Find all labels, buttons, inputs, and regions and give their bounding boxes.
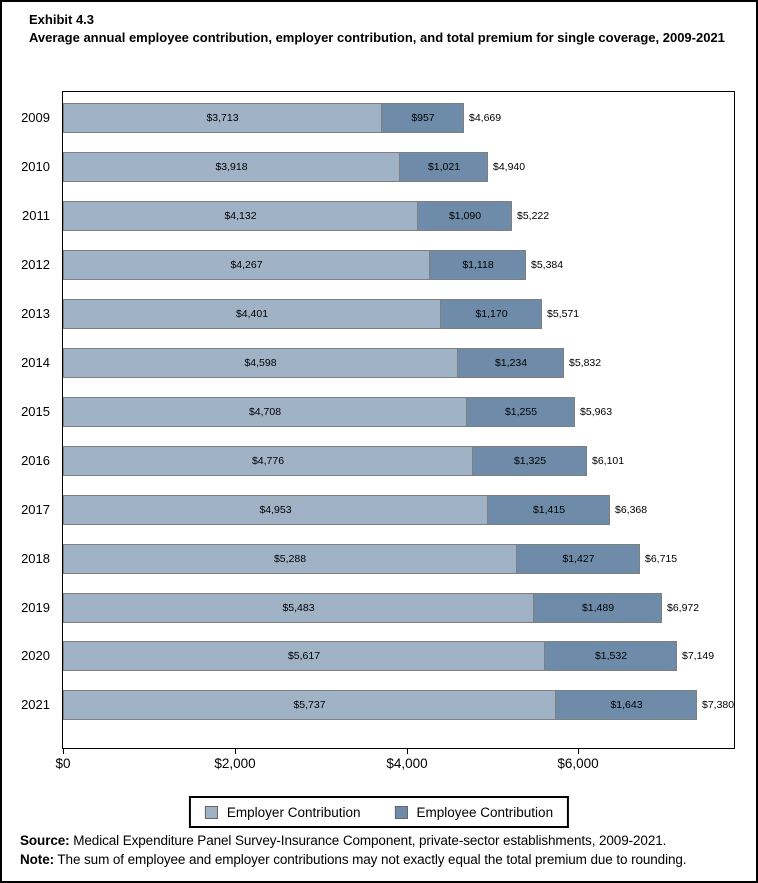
bar-segment-employee <box>488 495 610 525</box>
x-axis-tick-label: $0 <box>55 756 71 771</box>
x-axis-tick-label: $6,000 <box>557 756 599 771</box>
year-label: 2010 <box>21 159 50 174</box>
bar-segment-employee <box>467 397 575 427</box>
bar-segment-employee <box>545 641 677 671</box>
bar-segment-employee <box>534 593 662 623</box>
x-axis-tick <box>578 748 579 754</box>
year-label: 2016 <box>21 453 50 468</box>
total-premium-label: $5,222 <box>517 210 550 222</box>
chart-title: Average annual employee contribution, em… <box>29 30 725 45</box>
total-premium-label: $4,669 <box>469 112 502 124</box>
bar-segment-employer <box>63 250 430 280</box>
x-axis-tick <box>407 748 408 754</box>
bar-segment-employer <box>63 348 458 378</box>
total-premium-label: $5,832 <box>569 357 602 369</box>
legend-swatch <box>394 805 408 819</box>
total-premium-label: $5,571 <box>547 308 580 320</box>
bar-segment-employee <box>441 299 542 329</box>
bar-segment-employer <box>63 103 382 133</box>
year-label: 2019 <box>21 600 50 615</box>
x-axis-tick <box>63 748 64 754</box>
year-label: 2009 <box>21 110 50 125</box>
total-premium-label: $7,380 <box>702 699 735 711</box>
bar-segment-employee <box>382 103 464 133</box>
bar-segment-employee <box>517 544 640 574</box>
legend-item: Employer Contribution <box>204 804 361 820</box>
bar-segment-employer <box>63 690 556 720</box>
bar-segment-employee <box>473 446 587 476</box>
year-label: 2013 <box>21 306 50 321</box>
year-label: 2018 <box>21 551 50 566</box>
note-text: The sum of employee and employer contrib… <box>54 851 687 867</box>
year-label: 2020 <box>21 648 50 663</box>
plot-area <box>62 91 735 749</box>
total-premium-label: $7,149 <box>682 650 715 662</box>
total-premium-label: $5,384 <box>531 259 564 271</box>
x-axis-tick <box>235 748 236 754</box>
bar-segment-employer <box>63 152 400 182</box>
year-label: 2014 <box>21 355 50 370</box>
bar-segment-employer <box>63 201 418 231</box>
total-premium-label: $4,940 <box>493 161 526 173</box>
legend-label: Employee Contribution <box>416 804 554 820</box>
x-axis-tick-label: $2,000 <box>214 756 256 771</box>
source-text: Medical Expenditure Panel Survey-Insuran… <box>69 833 667 848</box>
bar-segment-employer <box>63 641 545 671</box>
bar-segment-employer <box>63 593 534 623</box>
bar-segment-employee <box>458 348 564 378</box>
year-label: 2015 <box>21 404 50 419</box>
note-label: Note: <box>20 851 54 867</box>
bar-segment-employee <box>430 250 526 280</box>
footnote-block: Source: Medical Expenditure Panel Survey… <box>20 832 740 869</box>
year-label: 2012 <box>21 257 50 272</box>
bar-segment-employee <box>418 201 512 231</box>
legend-swatch <box>204 805 218 819</box>
bar-segment-employer <box>63 397 467 427</box>
note-line: Note: The sum of employee and employer c… <box>20 851 740 870</box>
bar-segment-employer <box>63 544 517 574</box>
year-label: 2011 <box>22 208 50 223</box>
bar-segment-employee <box>400 152 488 182</box>
legend: Employer Contribution Employee Contributi… <box>188 796 570 828</box>
total-premium-label: $6,715 <box>645 553 678 565</box>
bar-segment-employer <box>63 446 473 476</box>
bar-segment-employer <box>63 495 488 525</box>
total-premium-label: $5,963 <box>580 406 613 418</box>
legend-label: Employer Contribution <box>226 804 361 820</box>
year-label: 2017 <box>21 502 50 517</box>
x-axis-tick-label: $4,000 <box>386 756 428 771</box>
total-premium-label: $6,972 <box>667 602 700 614</box>
total-premium-label: $6,368 <box>615 504 648 516</box>
source-line: Source: Medical Expenditure Panel Survey… <box>20 832 740 851</box>
exhibit-number: Exhibit 4.3 <box>29 12 95 27</box>
source-label: Source: <box>20 833 70 848</box>
year-label: 2021 <box>21 697 50 712</box>
title-block: Exhibit 4.3 Average annual employee cont… <box>29 11 734 47</box>
bar-segment-employee <box>556 690 697 720</box>
total-premium-label: $6,101 <box>592 455 625 467</box>
bar-segment-employer <box>63 299 441 329</box>
legend-item: Employee Contribution <box>394 804 554 820</box>
